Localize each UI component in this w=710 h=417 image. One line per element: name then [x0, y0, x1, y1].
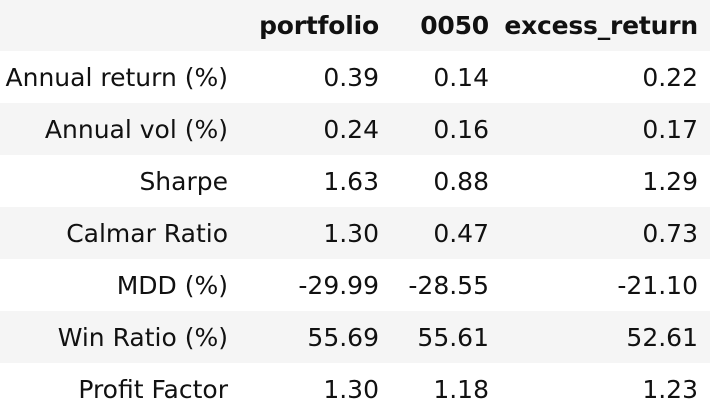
cell-benchmark: 0.47: [433, 218, 489, 248]
cell-benchmark: -28.55: [408, 270, 489, 300]
cell-benchmark: 1.18: [433, 374, 489, 404]
table-row: Sharpe 1.63 0.88 1.29: [0, 155, 710, 207]
header-row: portfolio 0050 excess_return: [0, 0, 710, 51]
row-label: Sharpe: [139, 166, 228, 196]
cell-portfolio: 1.30: [323, 374, 379, 404]
cell-benchmark: 0.88: [433, 166, 489, 196]
table-row: Profit Factor 1.30 1.18 1.23: [0, 363, 710, 415]
cell-portfolio: -29.99: [298, 270, 379, 300]
table-header: portfolio 0050 excess_return: [0, 0, 710, 51]
table-row: Annual vol (%) 0.24 0.16 0.17: [0, 103, 710, 155]
cell-benchmark: 0.14: [433, 62, 489, 92]
cell-portfolio: 0.24: [323, 114, 379, 144]
cell-excess-return: 1.23: [642, 374, 698, 404]
table-row: Calmar Ratio 1.30 0.47 0.73: [0, 207, 710, 259]
table-row: Win Ratio (%) 55.69 55.61 52.61: [0, 311, 710, 363]
row-label: Profit Factor: [78, 374, 228, 404]
table-row: MDD (%) -29.99 -28.55 -21.10: [0, 259, 710, 311]
cell-excess-return: 1.29: [642, 166, 698, 196]
header-cell-portfolio: portfolio: [240, 0, 391, 51]
cell-portfolio: 1.30: [323, 218, 379, 248]
row-label: Annual vol (%): [44, 114, 228, 144]
row-label: Win Ratio (%): [57, 322, 228, 352]
header-cell-excess-return: excess_return: [501, 0, 710, 51]
cell-portfolio: 1.63: [323, 166, 379, 196]
header-cell-benchmark: 0050: [391, 0, 501, 51]
cell-excess-return: 0.17: [642, 114, 698, 144]
cell-excess-return: 0.22: [642, 62, 698, 92]
cell-excess-return: 52.61: [626, 322, 698, 352]
cell-benchmark: 0.16: [433, 114, 489, 144]
row-label: Annual return (%): [5, 62, 229, 92]
table-row: Annual return (%) 0.39 0.14 0.22: [0, 51, 710, 103]
row-label: MDD (%): [116, 270, 228, 300]
cell-benchmark: 55.61: [417, 322, 489, 352]
table-body: Annual return (%) 0.39 0.14 0.22 Annual …: [0, 51, 710, 415]
cell-excess-return: 0.73: [642, 218, 698, 248]
cell-excess-return: -21.10: [617, 270, 698, 300]
row-label: Calmar Ratio: [66, 218, 228, 248]
cell-portfolio: 0.39: [323, 62, 379, 92]
cell-portfolio: 55.69: [307, 322, 379, 352]
header-cell-index: [0, 0, 240, 51]
